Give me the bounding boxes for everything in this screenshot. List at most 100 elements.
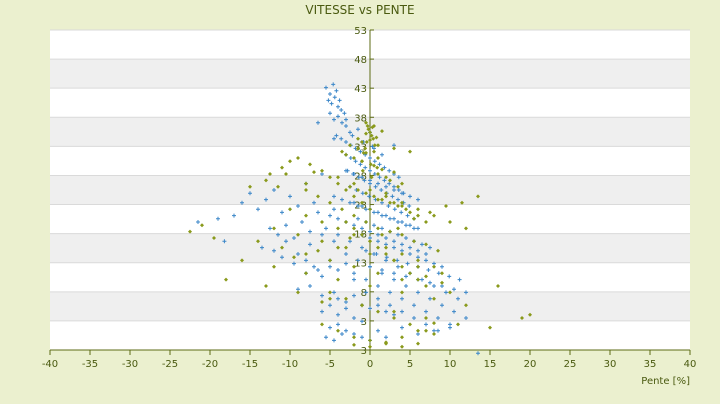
data-point (376, 239, 380, 244)
data-point (364, 140, 369, 144)
data-point (464, 290, 468, 295)
data-point (452, 287, 456, 292)
data-point (420, 277, 424, 282)
data-point (375, 165, 380, 170)
data-point (304, 252, 308, 256)
y-tick-label: 33 (354, 142, 367, 153)
data-point (476, 194, 480, 199)
data-point (376, 210, 380, 215)
data-point (400, 309, 404, 314)
data-point (392, 188, 396, 192)
data-point (332, 207, 336, 212)
data-point (352, 293, 356, 298)
data-point (400, 204, 404, 208)
data-point (364, 120, 368, 125)
data-point (400, 220, 404, 224)
data-point (334, 88, 339, 93)
data-point (376, 309, 380, 314)
data-point (405, 213, 410, 218)
data-point (356, 216, 360, 221)
data-point (292, 236, 296, 240)
data-point (240, 258, 244, 263)
data-point (336, 175, 340, 180)
data-point (426, 268, 431, 272)
data-point (332, 117, 336, 122)
data-point (264, 284, 268, 288)
data-point (288, 159, 292, 164)
data-point (384, 191, 388, 196)
y-tick-label: 53 (354, 26, 367, 37)
data-point (352, 194, 356, 199)
data-point (368, 138, 372, 143)
data-point (340, 120, 344, 125)
x-tick-label: -30 (122, 359, 138, 370)
data-point (296, 290, 300, 295)
data-point (380, 152, 384, 157)
data-point (388, 216, 392, 221)
data-point (407, 204, 412, 208)
data-point (360, 226, 364, 231)
data-point (416, 226, 420, 231)
data-point (316, 248, 320, 253)
series-2 (188, 120, 532, 349)
data-point (368, 252, 372, 256)
data-point (363, 146, 368, 151)
data-point (388, 303, 392, 308)
data-point (376, 181, 380, 186)
data-point (368, 207, 372, 212)
data-point (382, 178, 387, 183)
data-point (464, 226, 468, 231)
data-point (372, 149, 376, 154)
data-point (380, 232, 384, 237)
data-point (405, 261, 410, 266)
data-point (416, 290, 420, 295)
data-point (396, 264, 400, 269)
data-point (380, 213, 384, 218)
data-point (384, 175, 388, 180)
data-point (396, 220, 400, 224)
data-point (376, 303, 380, 308)
data-point (224, 277, 228, 282)
data-point (447, 274, 452, 279)
data-point (332, 95, 337, 100)
data-point (280, 210, 284, 215)
data-point (377, 175, 382, 180)
data-point (272, 226, 276, 231)
data-point (276, 232, 280, 237)
data-point (344, 124, 348, 128)
data-point (300, 220, 304, 224)
data-point (292, 261, 296, 266)
data-point (428, 296, 432, 301)
data-point (368, 178, 372, 183)
data-point (400, 242, 404, 247)
data-point (336, 216, 340, 221)
data-point (316, 268, 320, 272)
data-point (352, 156, 356, 160)
x-tick-label: -20 (202, 359, 218, 370)
data-point (288, 194, 292, 199)
data-point (200, 223, 204, 228)
data-point (360, 159, 364, 164)
data-point (356, 136, 360, 141)
data-point (396, 188, 401, 192)
data-point (369, 175, 374, 180)
data-point (352, 213, 356, 218)
data-point (336, 181, 340, 186)
data-point (380, 226, 384, 231)
data-point (400, 325, 404, 330)
data-point (384, 258, 388, 263)
data-point (380, 129, 384, 134)
data-point (380, 167, 384, 172)
data-point (368, 130, 372, 135)
data-point (392, 170, 396, 175)
data-point (376, 296, 380, 301)
y-tick-label: 8 (361, 288, 367, 299)
data-point (384, 213, 388, 218)
data-point (384, 252, 388, 256)
data-point (352, 264, 356, 269)
data-point (432, 213, 436, 218)
data-point (404, 236, 408, 240)
data-point (316, 194, 320, 199)
data-point (432, 332, 436, 336)
data-point (416, 207, 420, 212)
